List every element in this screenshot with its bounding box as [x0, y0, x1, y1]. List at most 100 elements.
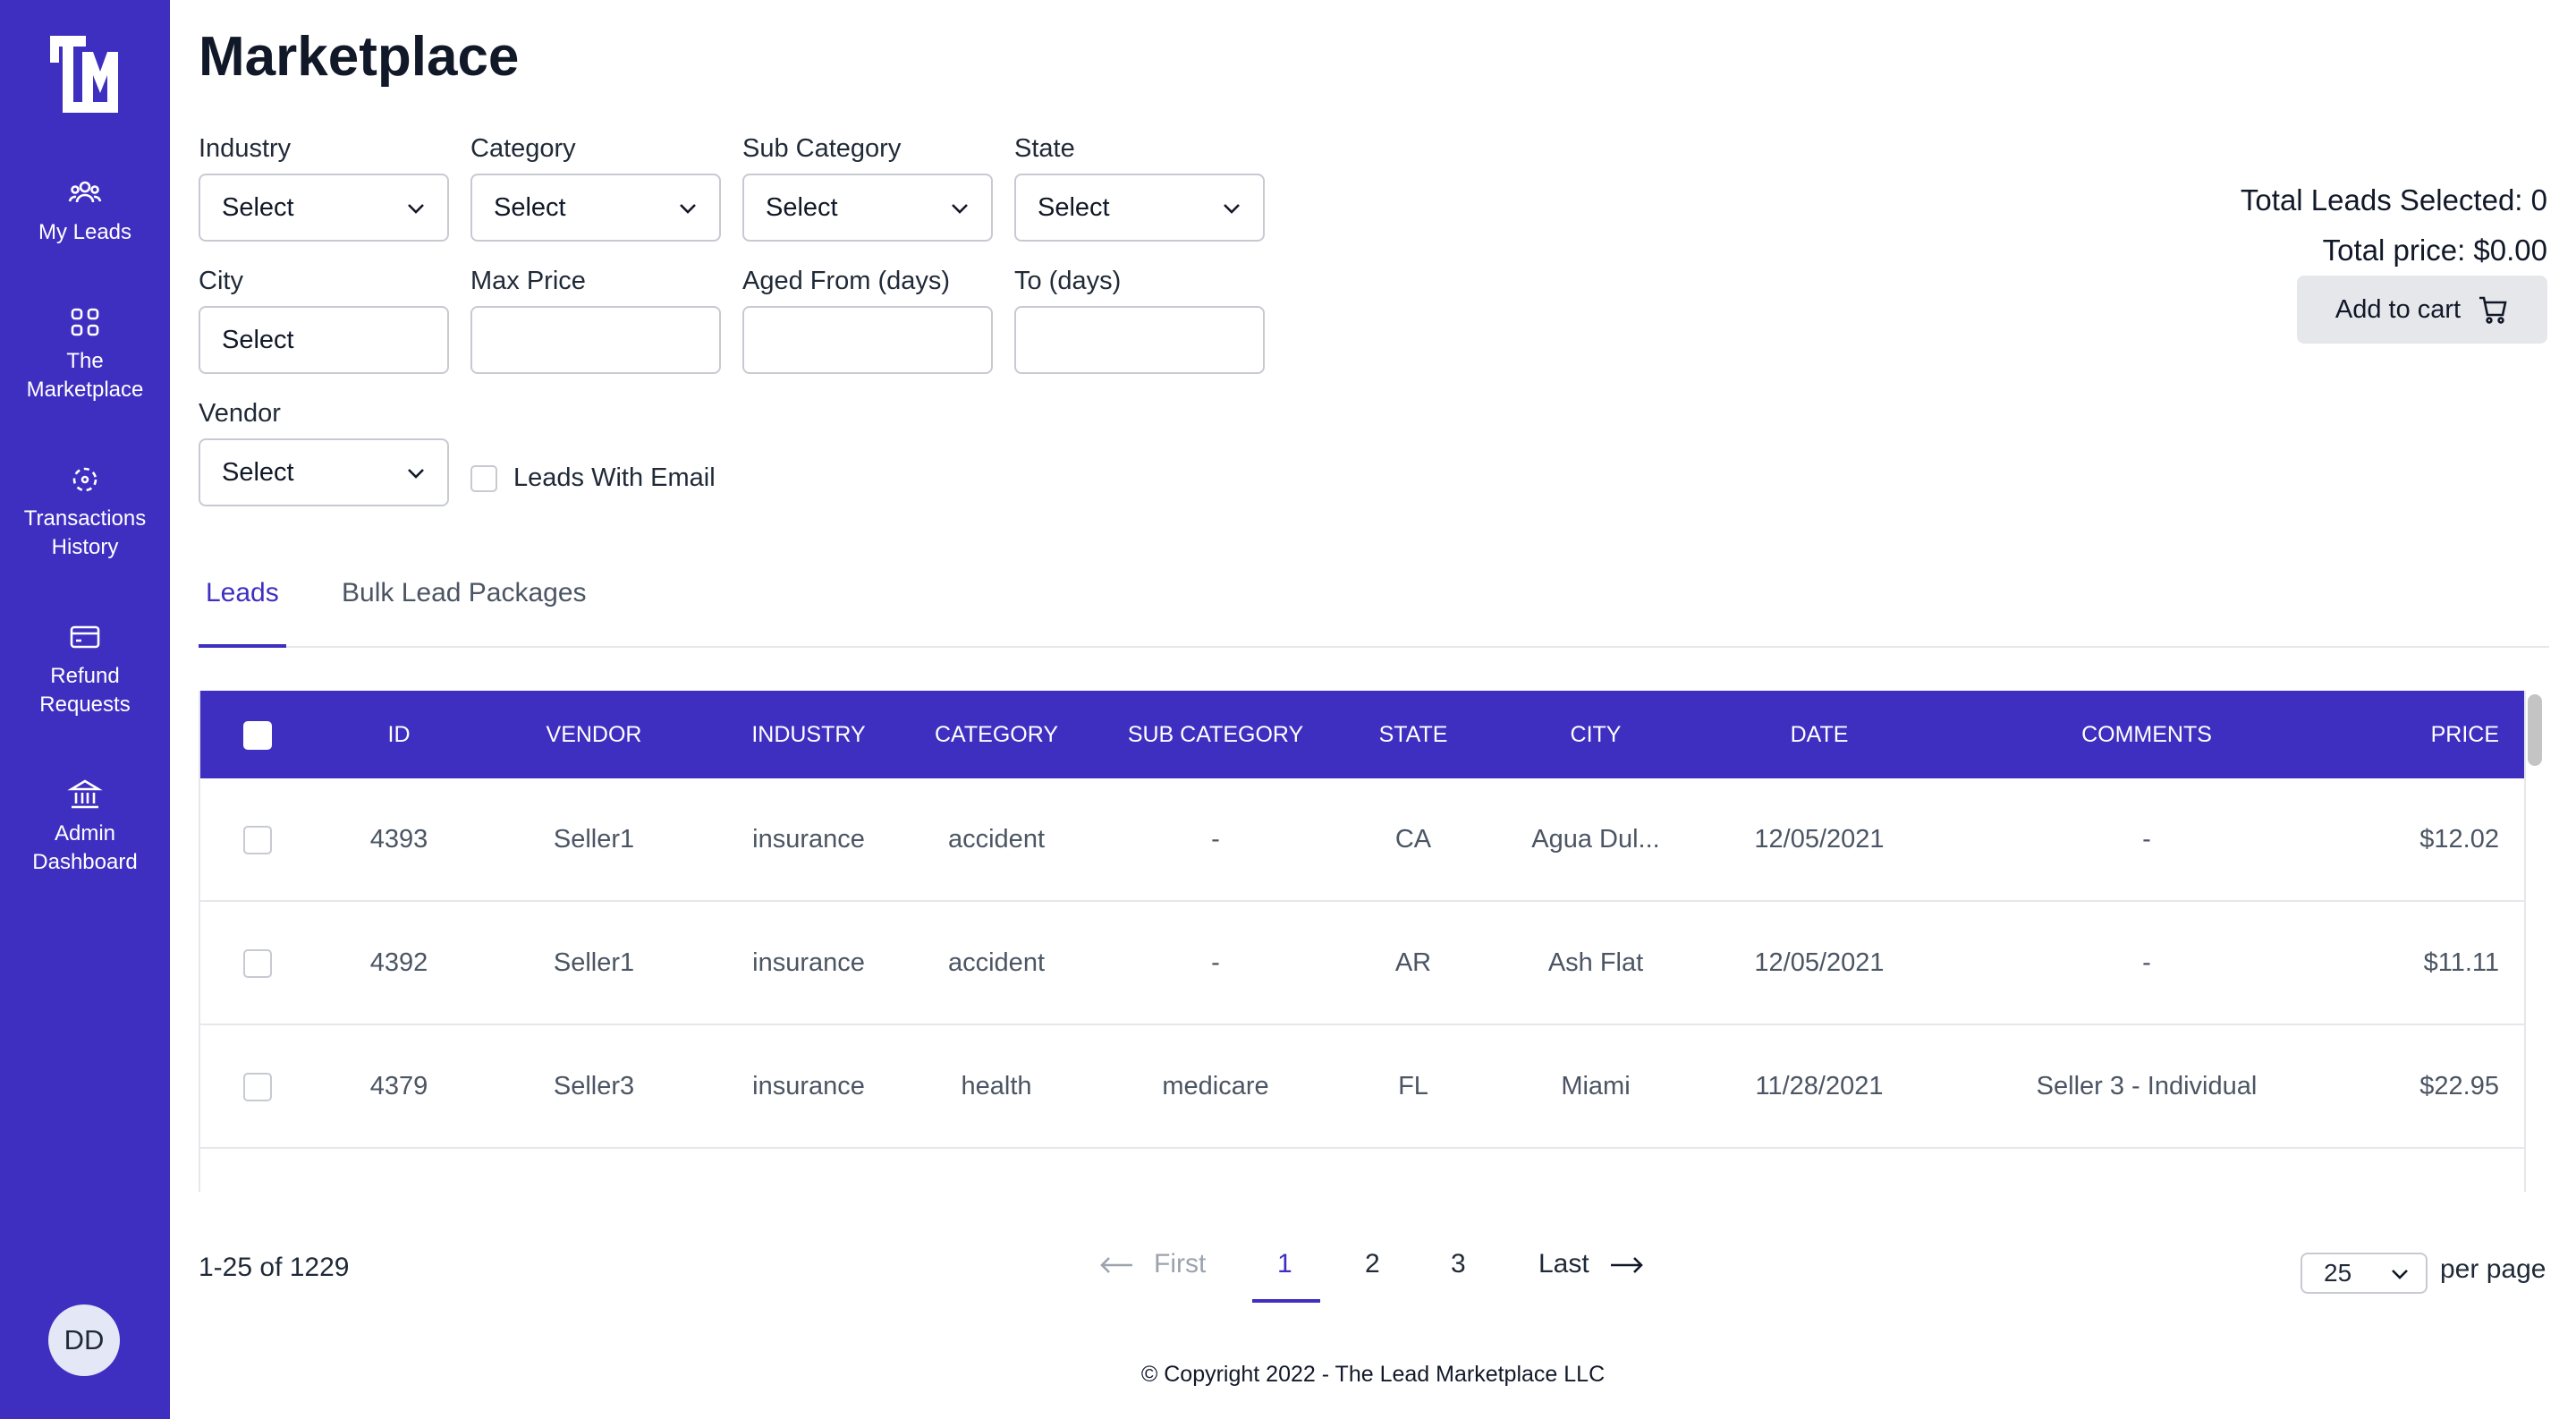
sidebar-item-marketplace[interactable]: The Marketplace: [0, 304, 170, 404]
cell-id: 4392: [369, 948, 428, 977]
cart-summary: Total Leads Selected: 0 Total price: $0.…: [2241, 175, 2547, 276]
last-page-label: Last: [1538, 1249, 1589, 1279]
table-row[interactable]: 4393 Seller1 insurance accident - CA Agu…: [200, 778, 2524, 902]
tab-bulk-lead-packages[interactable]: Bulk Lead Packages: [342, 578, 587, 608]
vendor-label: Vendor: [199, 399, 281, 428]
row-checkbox[interactable]: [243, 1073, 272, 1101]
city-value: Select: [222, 326, 294, 354]
table-scrollbar[interactable]: [2528, 694, 2542, 766]
tab-leads[interactable]: Leads: [199, 578, 286, 648]
cell-vendor: Seller3: [553, 1072, 635, 1100]
transactions-icon: [67, 462, 103, 497]
page-title: Marketplace: [199, 26, 520, 88]
sidebar-item-refunds[interactable]: Refund Requests: [0, 619, 170, 719]
sidebar: My Leads The Marketplace Transactions Hi…: [0, 0, 170, 1419]
cell-date: 12/05/2021: [1754, 825, 1885, 854]
chevron-down-icon: [680, 204, 696, 214]
aged-from-label: Aged From (days): [742, 267, 951, 295]
logo[interactable]: [50, 36, 118, 113]
aged-from-input[interactable]: [766, 308, 991, 373]
sub-category-select[interactable]: Select: [742, 174, 993, 242]
select-all-checkbox[interactable]: [243, 721, 272, 750]
vendor-select[interactable]: Select: [199, 438, 449, 506]
cell-sub-category: -: [1211, 825, 1220, 854]
max-price-input[interactable]: [494, 308, 719, 373]
tab-bar: Leads Bulk Lead Packages: [199, 569, 2549, 648]
cell-category: accident: [947, 948, 1045, 977]
table-row[interactable]: 4379 Seller3 insurance health medicare F…: [200, 1025, 2524, 1149]
category-filter: Category Select: [470, 132, 721, 242]
cell-state: FL: [1398, 1072, 1428, 1100]
leads-with-email-option[interactable]: Leads With Email: [470, 463, 716, 493]
aged-to-input[interactable]: [1038, 308, 1263, 373]
column-header-category[interactable]: CATEGORY: [935, 722, 1058, 747]
cell-id: 4393: [369, 825, 428, 854]
aged-to-filter: To (days): [1014, 265, 1265, 374]
state-select[interactable]: Select: [1014, 174, 1265, 242]
cell-comments: -: [2142, 948, 2151, 977]
industry-select[interactable]: Select: [199, 174, 449, 242]
cell-sub-category: -: [1211, 948, 1220, 977]
column-header-id[interactable]: ID: [387, 722, 411, 747]
leads-with-email-label: Leads With Email: [513, 463, 716, 492]
max-price-label: Max Price: [470, 267, 586, 295]
sidebar-item-my-leads[interactable]: My Leads: [0, 175, 170, 247]
column-header-price[interactable]: PRICE: [2430, 722, 2499, 747]
industry-label: Industry: [199, 134, 292, 163]
sub-category-value: Select: [766, 193, 838, 222]
cell-city: Miami: [1561, 1072, 1631, 1100]
table-row[interactable]: 4392 Seller1 insurance accident - AR Ash…: [200, 902, 2524, 1025]
sub-category-filter: Sub Category Select: [742, 132, 993, 242]
category-select[interactable]: Select: [470, 174, 721, 242]
cell-state: AR: [1394, 948, 1432, 977]
aged-to-label: To (days): [1014, 267, 1122, 295]
cell-state: CA: [1394, 825, 1432, 854]
page-3-button[interactable]: 3: [1451, 1249, 1466, 1279]
category-value: Select: [494, 193, 566, 222]
current-page-indicator: [1252, 1299, 1320, 1303]
total-price: Total price: $0.00: [2322, 234, 2547, 267]
copyright-footer: © Copyright 2022 - The Lead Marketplace …: [1140, 1362, 1606, 1387]
column-header-comments[interactable]: COMMENTS: [2081, 722, 2212, 747]
cell-category: health: [961, 1072, 1032, 1100]
industry-value: Select: [222, 193, 294, 222]
leads-table: ID VENDOR INDUSTRY CATEGORY SUB CATEGORY…: [199, 691, 2526, 1192]
avatar[interactable]: DD: [48, 1304, 120, 1376]
city-label: City: [199, 267, 243, 295]
leads-with-email-checkbox[interactable]: [470, 464, 497, 492]
last-page-button[interactable]: Last: [1538, 1249, 1645, 1279]
industry-filter: Industry Select: [199, 132, 449, 242]
sidebar-item-transactions[interactable]: Transactions History: [0, 462, 170, 562]
grid-icon: [67, 304, 103, 340]
cell-vendor: Seller1: [553, 948, 635, 977]
column-header-industry[interactable]: INDUSTRY: [751, 722, 866, 747]
max-price-field-box: [470, 306, 721, 374]
per-page-select[interactable]: 25: [2301, 1253, 2428, 1294]
pagination-range: 1-25 of 1229: [199, 1253, 350, 1282]
column-header-date[interactable]: DATE: [1790, 722, 1849, 747]
row-checkbox[interactable]: [243, 949, 272, 978]
chevron-down-icon: [1224, 204, 1240, 214]
column-header-city[interactable]: CITY: [1570, 722, 1622, 747]
table-header: ID VENDOR INDUSTRY CATEGORY SUB CATEGORY…: [200, 691, 2524, 778]
aged-from-field-box: [742, 306, 993, 374]
page-2-button[interactable]: 2: [1365, 1249, 1380, 1279]
row-checkbox[interactable]: [243, 826, 272, 854]
aged-from-filter: Aged From (days): [742, 265, 993, 374]
per-page-label: per page: [2440, 1254, 2546, 1284]
column-header-sub-category[interactable]: SUB CATEGORY: [1127, 722, 1304, 747]
bank-icon: [67, 777, 103, 812]
cell-price: $11.11: [2423, 948, 2499, 977]
users-icon: [67, 175, 103, 211]
cell-city: Agua Dul...: [1531, 825, 1660, 854]
add-to-cart-button[interactable]: Add to cart: [2297, 276, 2547, 344]
vendor-value: Select: [222, 458, 294, 487]
column-header-state[interactable]: STATE: [1378, 722, 1448, 747]
cell-sub-category: medicare: [1162, 1072, 1269, 1100]
chevron-down-icon: [408, 204, 424, 214]
city-select[interactable]: Select: [199, 306, 449, 374]
page-1-button[interactable]: 1: [1277, 1249, 1292, 1279]
sidebar-item-admin[interactable]: Admin Dashboard: [0, 777, 170, 877]
column-header-vendor[interactable]: VENDOR: [546, 722, 642, 747]
first-page-button[interactable]: First: [1098, 1249, 1206, 1279]
